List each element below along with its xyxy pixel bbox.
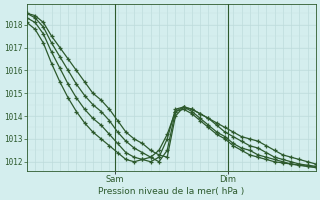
X-axis label: Pression niveau de la mer( hPa ): Pression niveau de la mer( hPa ) (98, 187, 244, 196)
